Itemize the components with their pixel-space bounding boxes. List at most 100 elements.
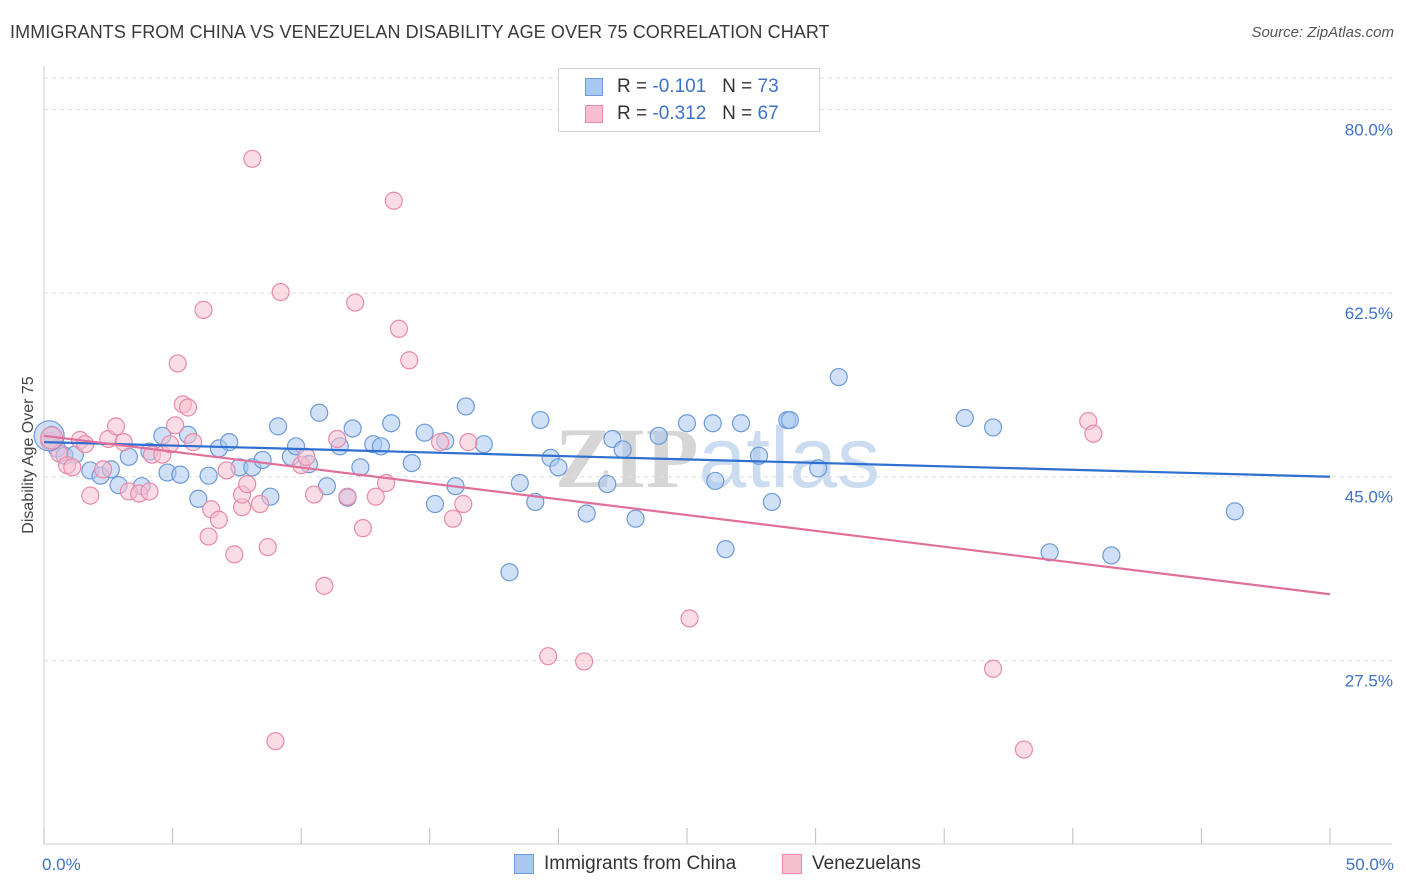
scatter-point-venezuela [328,429,347,449]
scatter-point-china [613,440,632,459]
scatter-point-china [343,419,362,438]
scatter-point-china [598,474,617,494]
legend-swatch-venezuelans [585,105,603,123]
scatter-point-china [1225,502,1244,521]
scatter-point-venezuela [250,494,270,514]
scatter-point-china [171,465,190,484]
scatter-point-venezuela [389,319,409,338]
scatter-point-china [983,418,1003,437]
legend-n-label: N = [722,103,753,124]
scatter-point-china [762,492,781,512]
scatter-point-venezuela [366,487,385,506]
scatter-point-china [731,414,751,433]
bottom-legend-label-venezuelans: Venezuelans [812,853,921,874]
x-tick-label-max: 50.0% [1346,855,1394,874]
legend-r-label: R = [617,103,648,124]
scatter-point-china [474,435,493,454]
scatter-point-venezuela [353,519,373,538]
y-tick-label: 62.5% [1345,304,1393,323]
scatter-point-venezuela [81,486,100,505]
scatter-point-venezuela [1084,424,1103,443]
scatter-point-venezuela [459,433,478,452]
bottom-legend-swatch-china [514,854,534,874]
watermark: ZIPatlas [555,408,880,508]
bottom-legend-swatch-venezuelans [782,854,802,874]
legend-n-value: 73 [757,76,779,97]
scatter-point-venezuela [209,510,228,529]
scatter-point-venezuela [315,576,334,595]
bottom-legend-label-china: Immigrants from China [544,853,737,874]
scatter-point-china [456,397,475,416]
scatter-point-china [955,408,974,428]
bottom-legend-venezuelans: Venezuelans [782,851,921,877]
scatter-point-venezuela [400,351,419,370]
scatter-point-china [706,471,725,491]
scatter-point-china [549,458,568,477]
legend-r-label: R = [617,76,648,97]
scatter-point-venezuela [575,652,594,671]
scatter-point-china [626,509,645,528]
scatter-point-venezuela [194,300,213,319]
scatter-point-china [531,410,550,430]
source-credit: Source: ZipAtlas.com [1251,24,1394,41]
scatter-point-china [829,367,848,387]
x-tick-label-min: 0.0% [42,855,81,874]
scatter-point-china [749,446,769,465]
legend-n-label: N = [722,76,753,97]
scatter-point-china [577,504,596,523]
scatter-point-china [716,540,735,559]
scatter-point-venezuela [271,282,290,302]
scatter-point-china [510,473,529,493]
scatter-point-venezuela [168,354,187,373]
legend-row-china: R = -0.101 N = 73 [585,74,779,100]
y-tick-label: 45.0% [1345,488,1393,507]
trend-line-china [43,441,1331,478]
scatter-point-china [199,466,218,485]
scatter-point-venezuela [338,487,357,506]
scatter-point-china [189,489,208,508]
scatter-point-venezuela [430,433,450,452]
scatter-point-venezuela [304,485,324,504]
scatter-point-china [415,423,434,442]
scatter-point-venezuela [178,398,198,417]
scatter-point-venezuela [217,461,236,480]
legend-r-value: -0.312 [652,103,707,124]
scatter-point-china [677,414,697,433]
scatter-point-venezuela [266,732,285,751]
scatter-point-china [382,414,401,433]
stats-legend: R = -0.101 N = 73 R = -0.312 N = 67 [558,68,820,132]
scatter-point-china [268,417,288,436]
legend-r-value: -0.101 [652,76,707,97]
scatter-point-china [425,494,445,514]
scatter-point-china [649,426,668,445]
scatter-point-venezuela [114,433,133,452]
scatter-point-venezuela [106,417,126,436]
bottom-legend-china: Immigrants from China [514,851,736,877]
scatter-point-china [1102,546,1121,565]
scatter-point-china [500,563,519,582]
legend-n-value: 67 [757,103,779,124]
y-tick-label: 27.5% [1345,671,1393,690]
scatter-point-venezuela [346,293,365,312]
scatter-point-venezuela [454,494,473,514]
scatter-point-venezuela [225,545,244,564]
scatter-point-china [703,414,722,433]
scatter-point-venezuela [238,474,257,494]
scatter-point-venezuela [94,460,113,479]
scatter-point-venezuela [384,191,403,210]
scatter-point-venezuela [199,527,218,546]
scatter-point-venezuela [140,482,159,501]
scatter-point-venezuela [443,509,463,528]
scatter-point-venezuela [680,609,699,628]
scatter-point-china [317,477,337,496]
scatter-point-venezuela [258,537,277,557]
scatter-point-venezuela [1014,740,1034,759]
scatter-point-china [253,450,272,470]
trend-line-venezuela [43,434,1331,596]
scatter-point-venezuela [539,647,558,666]
y-tick-label: 80.0% [1345,120,1393,139]
scatter-point-venezuela [243,149,262,168]
scatter-point-venezuela [297,447,316,466]
scatter-point-venezuela [184,433,203,452]
scatter-point-venezuela [63,458,82,477]
